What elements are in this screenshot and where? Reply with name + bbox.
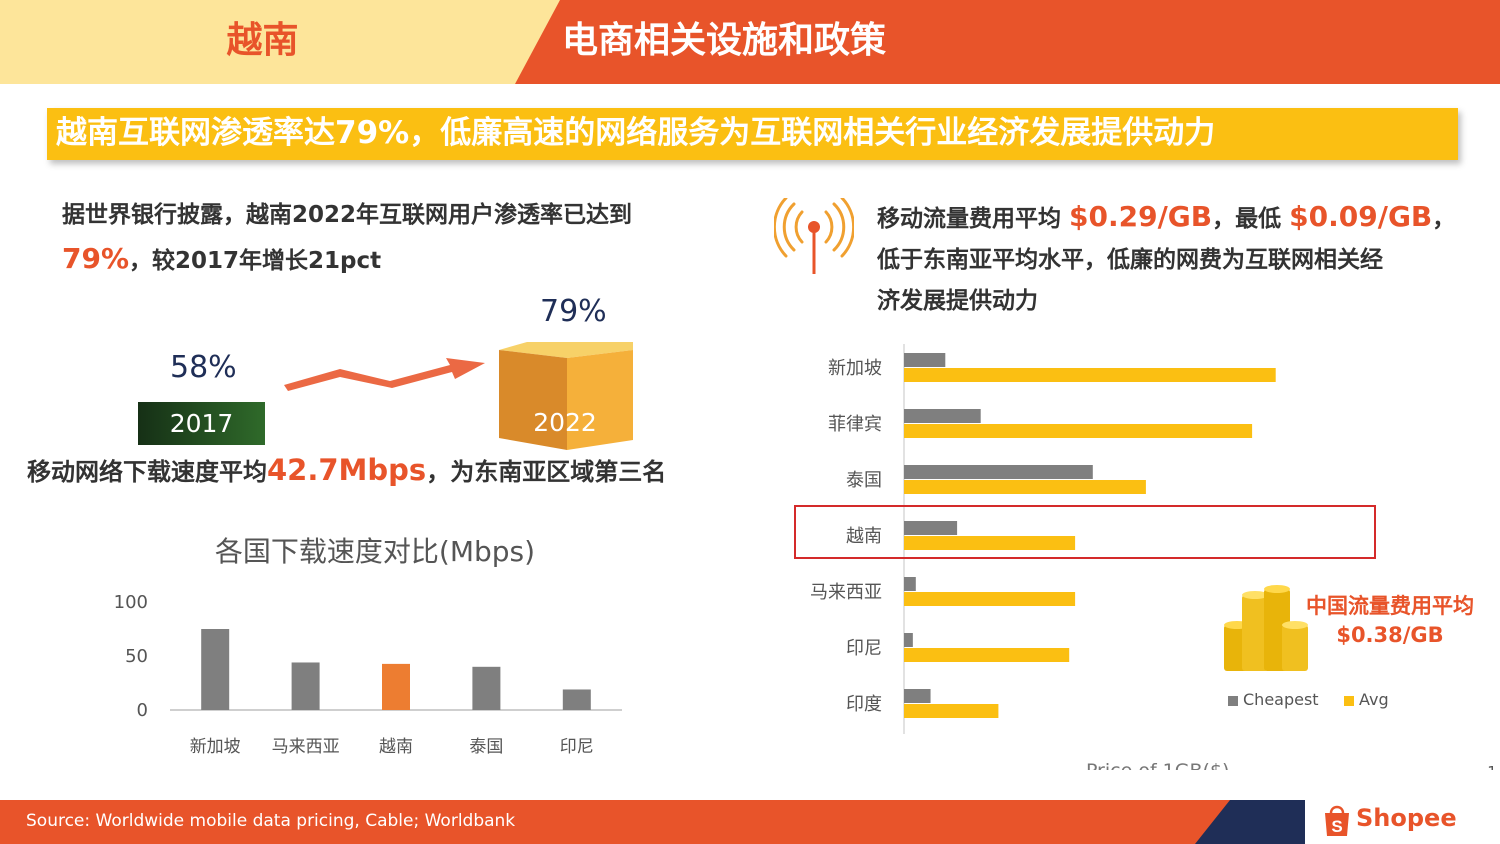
price-category-label: 新加坡 <box>828 358 882 379</box>
speed-y-tick: 0 <box>137 700 148 721</box>
speed-bar <box>472 666 501 710</box>
legend-avg: Avg <box>1359 690 1389 709</box>
penetration-line-2: 79%，较2017年增长21pct <box>62 237 632 283</box>
speed-category-label: 新加坡 <box>190 737 241 757</box>
cheapest-bar <box>904 577 916 591</box>
speed-bar <box>562 689 591 710</box>
china-price-note: 中国流量费用平均 $0.38/GB <box>1290 592 1490 650</box>
data-price-paragraph: 移动流量费用平均 $0.29/GB，最低 $0.09/GB， 低于东南亚平均水平… <box>877 196 1455 322</box>
avg-bar <box>904 592 1076 606</box>
avg-bar <box>904 368 1276 382</box>
legend-swatch-cheapest <box>1228 695 1238 706</box>
speed-y-tick: 50 <box>125 646 148 667</box>
year-2017-label: 2017 <box>169 409 234 438</box>
pct-2017-label: 58% <box>170 350 237 385</box>
price-category-label: 马来西亚 <box>810 582 882 603</box>
speed-chart-title: 各国下载速度对比(Mbps) <box>214 535 536 568</box>
china-note-line-1: 中国流量费用平均 <box>1306 594 1474 618</box>
speed-prefix: 移动网络下载速度平均 <box>27 458 267 486</box>
avg-bar <box>904 648 1070 662</box>
price-category-label: 菲律宾 <box>828 414 882 435</box>
price-category-label: 印尼 <box>846 638 882 659</box>
speed-category-label: 印尼 <box>560 737 594 757</box>
cheapest-bar <box>904 633 913 647</box>
avg-price-prefix: 移动流量费用平均 <box>877 206 1070 232</box>
china-note-line-2: $0.38/GB <box>1336 623 1444 647</box>
headline-text: 越南互联网渗透率达79%，低廉高速的网络服务为互联网相关行业经济发展提供动力 <box>56 115 1216 151</box>
line-1-end: ， <box>1432 206 1456 232</box>
min-price-value: $0.09/GB <box>1289 200 1433 233</box>
min-price-prefix: ，最低 <box>1212 206 1290 232</box>
cube-2022-icon <box>499 342 633 450</box>
price-category-label: 泰国 <box>846 470 882 491</box>
cheapest-bar <box>904 409 981 423</box>
pct-2022-label: 79% <box>540 294 607 329</box>
svg-text:S: S <box>1331 817 1342 836</box>
speed-bar-chart: 0 50 100 新加坡 马来西亚 越南 泰国 印尼 <box>114 592 622 757</box>
price-category-label: 印度 <box>846 694 882 715</box>
speed-y-tick: 100 <box>114 592 148 613</box>
cheapest-bar <box>904 465 1093 479</box>
header-right-panel <box>515 0 1500 84</box>
coin-stack-icon <box>1224 585 1308 671</box>
cheapest-bar <box>904 353 946 367</box>
signal-tower-icon <box>774 198 854 274</box>
cheapest-bar <box>904 689 931 703</box>
avg-bar <box>904 424 1253 438</box>
speed-category-label: 马来西亚 <box>272 737 340 757</box>
speed-bar <box>291 662 320 710</box>
shopee-bag-icon: S <box>1325 805 1349 836</box>
price-x-axis-label: Price of 1GB($) <box>1086 760 1230 770</box>
speed-category-label: 越南 <box>379 737 413 757</box>
penetration-paragraph: 据世界银行披露，越南2022年互联网用户渗透率已达到 79%，较2017年增长2… <box>62 194 632 283</box>
avg-bar <box>904 536 1076 550</box>
avg-bar <box>904 704 999 718</box>
penetration-highlight: 79% <box>62 242 130 275</box>
speed-suffix: ，为东南亚区域第三名 <box>426 458 667 486</box>
legend-cheapest: Cheapest <box>1243 690 1319 709</box>
vietnam-highlight-box <box>794 505 1376 559</box>
avg-price-value: $0.29/GB <box>1069 200 1213 233</box>
data-price-line-3: 济发展提供动力 <box>877 288 1038 314</box>
header-left-panel <box>0 0 560 84</box>
penetration-line-1: 据世界银行披露，越南2022年互联网用户渗透率已达到 <box>62 202 633 228</box>
price-category-label: 越南 <box>846 526 882 547</box>
speed-summary: 移动网络下载速度平均42.7Mbps，为东南亚区域第三名 <box>27 452 666 487</box>
data-price-line-1: 移动流量费用平均 $0.29/GB，最低 $0.09/GB， <box>877 196 1455 240</box>
price-x-tick: 1 <box>1487 763 1497 770</box>
source-note: Source: Worldwide mobile data pricing, C… <box>26 811 516 831</box>
speed-bar <box>382 663 410 710</box>
data-price-line-2: 低于东南亚平均水平，低廉的网费为互联网相关经 <box>877 247 1383 273</box>
avg-bar <box>904 480 1146 494</box>
headline-banner <box>47 108 1458 160</box>
speed-highlight: 42.7Mbps <box>267 453 427 487</box>
price-chart-legend: Cheapest Avg <box>1228 690 1389 709</box>
year-2022-label: 2022 <box>533 408 597 437</box>
country-title: 越南 <box>226 20 299 61</box>
cheapest-bar <box>904 521 958 535</box>
speed-bar <box>201 629 230 710</box>
shopee-logo-text: Shopee <box>1356 804 1457 832</box>
year-2017-block <box>138 402 265 445</box>
price-x-tick: 0 <box>896 767 906 770</box>
arrow-up-icon <box>284 358 485 391</box>
speed-category-label: 泰国 <box>469 737 503 757</box>
penetration-line-2-rest: ，较2017年增长21pct <box>129 248 382 274</box>
page-title: 电商相关设施和政策 <box>562 20 887 61</box>
legend-swatch-avg <box>1344 695 1355 706</box>
